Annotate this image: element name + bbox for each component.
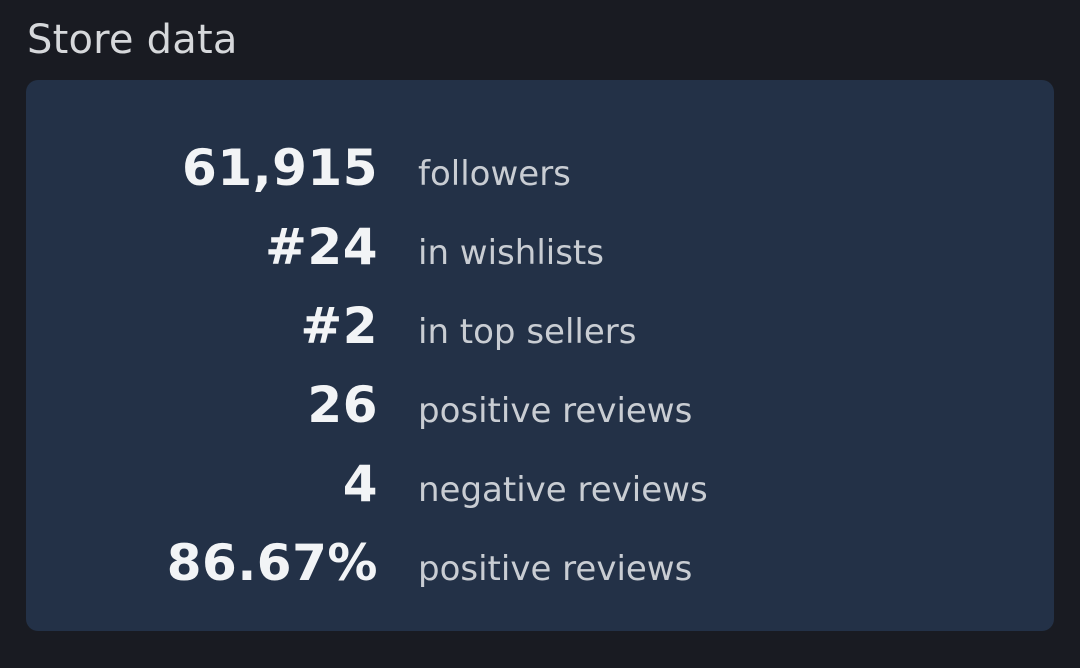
stat-value: #2 xyxy=(300,297,378,355)
stat-label: in wishlists xyxy=(418,233,604,273)
store-data-card: 61,915 followers #24 in wishlists #2 in … xyxy=(26,80,1054,631)
stat-label: in top sellers xyxy=(418,312,637,352)
stat-row-top-sellers: #2 in top sellers xyxy=(26,287,1054,366)
stat-value: 86.67% xyxy=(166,534,378,592)
stat-value: 61,915 xyxy=(182,139,378,197)
stat-row-positive-percentage: 86.67% positive reviews xyxy=(26,524,1054,603)
stat-value: #24 xyxy=(265,218,378,276)
stat-label: followers xyxy=(418,154,571,194)
stat-row-wishlists: #24 in wishlists xyxy=(26,208,1054,287)
stat-value: 26 xyxy=(307,376,378,434)
stat-label: positive reviews xyxy=(418,391,693,431)
section-title: Store data xyxy=(27,17,238,63)
stat-row-negative-reviews: 4 negative reviews xyxy=(26,445,1054,524)
stat-row-followers: 61,915 followers xyxy=(26,129,1054,208)
stat-value: 4 xyxy=(342,455,378,513)
stat-row-positive-reviews: 26 positive reviews xyxy=(26,366,1054,445)
stat-label: positive reviews xyxy=(418,549,693,589)
stat-label: negative reviews xyxy=(418,470,708,510)
